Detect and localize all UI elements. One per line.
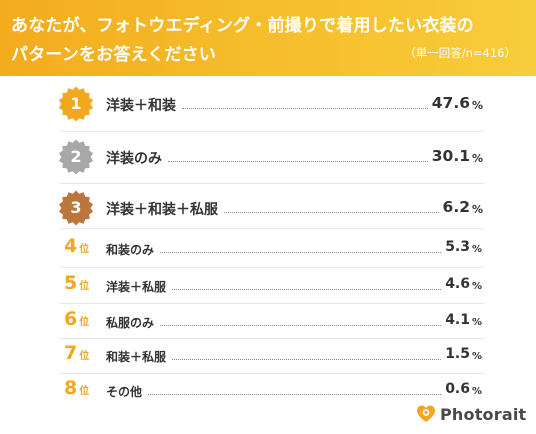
rank-suffix: 位 — [79, 244, 90, 255]
rank-suffix: 位 — [79, 281, 90, 292]
rank-medal-icon — [58, 190, 94, 226]
percent-unit: % — [472, 152, 484, 166]
row-divider — [60, 338, 484, 339]
percentage-value: 6.2 — [442, 198, 470, 217]
rank-number: 8 — [64, 377, 78, 399]
answer-label: 和装＋私服 — [106, 349, 167, 364]
leader-dots — [182, 108, 428, 110]
leader-dots — [172, 358, 441, 360]
logo-text: Photorait — [440, 404, 527, 424]
percentage-value: 0.6 — [445, 381, 470, 398]
answer-label: 洋装のみ — [106, 151, 162, 168]
rank-medal-icon — [58, 86, 94, 122]
answer-label: 洋装＋和装 — [106, 98, 176, 115]
row-divider — [60, 373, 484, 374]
row-divider — [60, 303, 484, 304]
percentage-value: 47.6 — [431, 94, 470, 113]
percentage-value: 5.3 — [445, 239, 470, 256]
leader-dots — [160, 324, 441, 326]
row-divider — [60, 131, 484, 132]
rank-number: 5 — [64, 272, 78, 294]
percentage-value: 4.6 — [445, 276, 470, 293]
leader-dots — [224, 212, 439, 214]
percent-unit: % — [472, 203, 484, 217]
rank-number: 3 — [70, 198, 82, 217]
leader-dots — [148, 393, 441, 395]
percent-unit: % — [472, 243, 483, 255]
percentage-value: 30.1 — [431, 147, 470, 166]
heart-camera-icon — [417, 405, 435, 422]
percent-unit: % — [472, 385, 483, 397]
answer-label: 私服のみ — [106, 315, 155, 330]
leader-dots — [172, 288, 441, 290]
percentage-value: 1.5 — [445, 346, 470, 363]
answer-label: 洋装＋私服 — [106, 279, 167, 294]
rank-3-badge: 3 — [58, 190, 94, 226]
leader-dots — [160, 251, 441, 253]
rank-suffix: 位 — [79, 351, 90, 362]
percent-unit: % — [472, 316, 483, 328]
percent-unit: % — [472, 280, 483, 292]
rank-2-badge: 2 — [58, 139, 94, 175]
rank-number: 1 — [70, 94, 82, 113]
rank-1-badge: 1 — [58, 86, 94, 122]
answer-label: 和装のみ — [106, 242, 155, 257]
rank-medal-icon — [58, 139, 94, 175]
rank-suffix: 位 — [79, 317, 90, 328]
row-divider — [60, 228, 484, 229]
row-divider — [60, 267, 484, 268]
rank-number: 2 — [70, 147, 82, 166]
rank-number: 6 — [64, 308, 78, 330]
percent-unit: % — [472, 99, 484, 113]
leader-dots — [168, 161, 428, 163]
percentage-value: 4.1 — [445, 312, 470, 329]
row-divider — [60, 183, 484, 184]
photorait-logo: Photorait — [416, 404, 526, 424]
answer-label: 洋装＋和装＋私服 — [106, 202, 218, 219]
sample-size-note: （単一回答/n=416） — [404, 46, 516, 60]
rank-number: 4 — [64, 235, 78, 257]
chart-header: あなたが、フォトウエディング・前撮りで着用したい衣装の パターンをお答えください… — [0, 0, 536, 76]
answer-label: その他 — [106, 384, 143, 399]
chart-title-line-2: パターンをお答えください — [11, 45, 217, 65]
rank-suffix: 位 — [79, 386, 90, 397]
chart-title-line-1: あなたが、フォトウエディング・前撮りで着用したい衣装の — [11, 16, 474, 36]
percent-unit: % — [472, 350, 483, 362]
rank-number: 7 — [64, 342, 78, 364]
